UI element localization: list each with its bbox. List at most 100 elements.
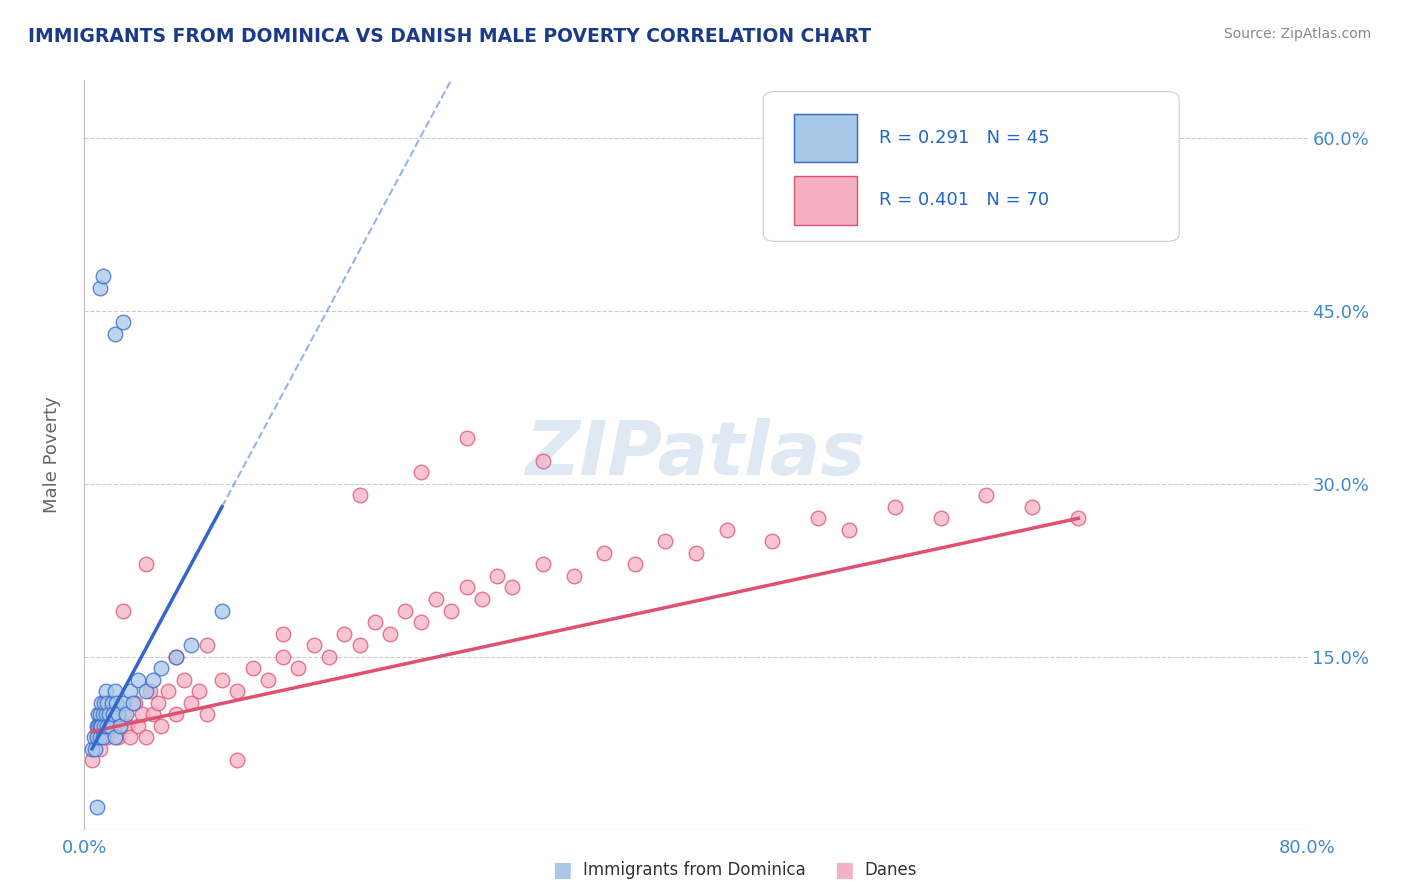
Point [89,281,111,295]
Point [115,719,138,733]
Point [89,719,111,733]
Point [1067,511,1090,525]
Point [211,673,233,687]
Point [111,315,134,329]
Point [111,707,134,722]
Point [107,731,129,745]
Point [101,696,124,710]
Point [425,592,447,607]
Point [89,742,111,756]
Point [98,719,121,733]
Point [89,707,111,722]
Point [135,558,157,572]
Point [139,684,162,698]
Point [86,799,108,814]
Point [90,719,112,733]
Point [120,684,142,698]
Point [91,707,114,722]
Point [104,719,127,733]
Point [111,603,134,617]
Text: ZIPatlas: ZIPatlas [526,418,866,491]
Point [165,649,187,664]
Point [86,719,108,733]
Point [97,707,120,722]
Point [180,638,202,652]
Point [333,626,356,640]
Point [111,696,134,710]
Point [173,673,195,687]
Point [108,719,131,733]
Point [157,684,180,698]
Point [91,719,114,733]
Point [124,696,146,710]
Point [93,719,115,733]
Point [120,731,142,745]
Y-axis label: Male Poverty: Male Poverty [42,397,60,513]
Point [114,707,136,722]
Point [226,753,249,767]
Point [654,534,676,549]
Point [761,534,783,549]
Text: R = 0.291   N = 45: R = 0.291 N = 45 [880,129,1050,147]
Point [103,707,125,722]
Point [107,707,129,722]
Point [188,684,211,698]
Point [807,511,830,525]
Point [87,707,110,722]
Point [135,684,157,698]
Point [195,638,218,652]
Point [122,696,145,710]
Point [409,465,432,479]
Point [929,511,952,525]
Point [80,742,103,756]
Point [271,649,294,664]
Point [96,719,118,733]
Point [531,453,554,467]
Point [146,696,169,710]
Point [257,673,280,687]
Point [883,500,905,514]
Point [195,707,218,722]
Text: Source: ZipAtlas.com: Source: ZipAtlas.com [1223,27,1371,41]
FancyBboxPatch shape [763,92,1180,242]
Point [96,731,118,745]
Point [624,558,647,572]
Point [562,569,585,583]
Point [165,707,187,722]
Point [165,649,187,664]
Point [94,707,117,722]
Point [87,719,110,733]
Point [593,546,616,560]
Point [502,581,524,595]
Point [180,696,202,710]
Point [440,603,463,617]
Point [142,673,165,687]
Point [135,731,157,745]
Point [318,649,340,664]
Point [242,661,264,675]
Point [471,592,494,607]
Point [976,488,998,502]
Point [101,707,124,722]
Point [302,638,325,652]
Bar [794,176,858,225]
Point [271,626,294,640]
Point [716,523,738,537]
Point [211,603,233,617]
Point [531,558,554,572]
Point [96,696,118,710]
Point [380,626,402,640]
Text: ■: ■ [553,860,572,880]
Point [104,684,127,698]
Point [456,581,478,595]
Point [142,707,165,722]
Point [91,731,114,745]
Point [456,431,478,445]
Point [394,603,416,617]
Point [349,488,371,502]
Text: Immigrants from Dominica: Immigrants from Dominica [583,861,806,879]
Point [86,731,108,745]
Point [83,731,105,745]
Point [127,673,149,687]
Point [1021,500,1043,514]
